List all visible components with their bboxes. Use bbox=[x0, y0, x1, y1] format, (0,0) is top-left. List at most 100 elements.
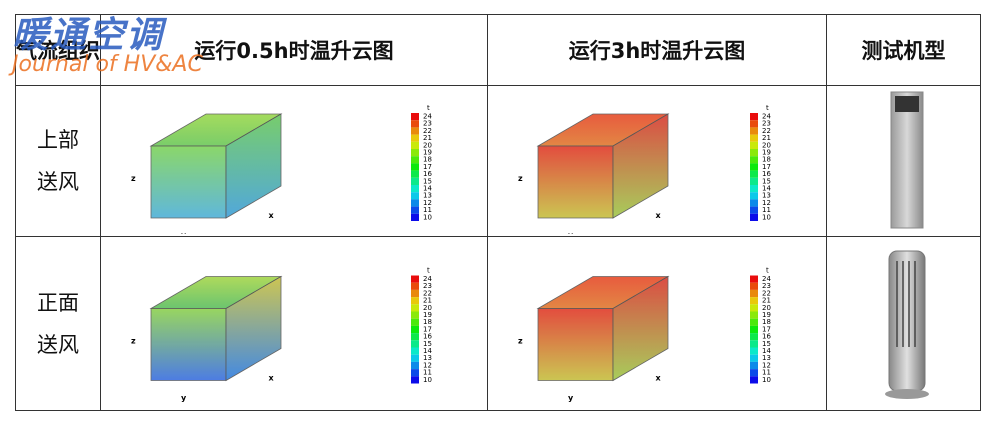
colorbar-cell bbox=[750, 354, 758, 362]
colorbar-cell bbox=[750, 127, 758, 135]
colorbar-cell bbox=[750, 275, 758, 283]
colorbar-tick: 20 bbox=[423, 141, 432, 149]
axis-label: z bbox=[131, 337, 136, 346]
colorbar-tick: 22 bbox=[762, 127, 771, 135]
colorbar-cell bbox=[750, 213, 758, 221]
colorbar-tick: 12 bbox=[423, 199, 432, 207]
axis-label: z bbox=[518, 174, 523, 183]
colorbar-tick: 21 bbox=[762, 134, 771, 142]
colorbar-cell bbox=[411, 340, 419, 348]
colorbar-cell bbox=[411, 199, 419, 207]
colorbar-cell bbox=[411, 170, 419, 178]
axis-label: x bbox=[269, 374, 275, 383]
colorbar-tick: 15 bbox=[762, 177, 771, 185]
colorbar-cell bbox=[750, 340, 758, 348]
model-cell bbox=[826, 236, 981, 411]
colorbar-tick: 22 bbox=[423, 289, 432, 297]
header-cell: 气流组织 bbox=[15, 14, 101, 86]
colorbar-tick: 12 bbox=[423, 361, 432, 369]
header-cell: 运行0.5h时温升云图 bbox=[100, 14, 488, 86]
colorbar-tick: 19 bbox=[423, 149, 432, 157]
colorbar-tick: 23 bbox=[423, 282, 432, 290]
colorbar-cell bbox=[750, 361, 758, 370]
colorbar-cell bbox=[750, 206, 758, 214]
colorbar-cell bbox=[411, 333, 419, 341]
colorbar-cell bbox=[750, 192, 758, 200]
box-front bbox=[537, 145, 614, 219]
header-row: 气流组织 运行0.5h时温升云图 运行3h时温升云图 测试机型 bbox=[15, 14, 981, 86]
colorbar-tick: 11 bbox=[423, 206, 432, 214]
axis-label: z bbox=[131, 174, 136, 183]
colorbar-cell bbox=[411, 297, 419, 305]
colorbar-cell bbox=[411, 289, 419, 298]
row: 正面 送风 z y x t 24 23 22 21 20 19 18 17 16 15 14 13 12 11 10 … bbox=[15, 236, 981, 411]
colorbar-cell bbox=[750, 163, 758, 171]
colorbar-tick: 18 bbox=[762, 156, 771, 164]
colorbar-tick: 11 bbox=[762, 206, 771, 214]
colorbar-tick: 18 bbox=[423, 318, 432, 326]
colorbar-tick: 12 bbox=[762, 199, 771, 207]
colorbar-cell bbox=[411, 311, 419, 319]
box-side bbox=[612, 275, 669, 382]
colorbar-tick: 17 bbox=[423, 325, 432, 333]
model-cell bbox=[826, 85, 981, 237]
colorbar-cell bbox=[750, 185, 758, 193]
label-line: 送风 bbox=[37, 170, 79, 194]
colorbar-cell bbox=[750, 113, 758, 121]
colorbar-tick: 24 bbox=[423, 113, 432, 121]
colorbar-cell bbox=[411, 304, 419, 312]
colorbar-cell bbox=[411, 282, 419, 290]
colorbar-cell bbox=[750, 304, 758, 312]
box-front bbox=[537, 308, 614, 381]
colorbar-tick: 20 bbox=[423, 304, 432, 312]
colorbar-tick: 24 bbox=[762, 275, 771, 283]
header-cell: 运行3h时温升云图 bbox=[487, 14, 827, 86]
colorbar-cell bbox=[411, 213, 419, 221]
colorbar-tick: 17 bbox=[762, 163, 771, 171]
colorbar-tick: 22 bbox=[762, 289, 771, 297]
unit-grille bbox=[895, 261, 916, 347]
colorbar-tick: 22 bbox=[423, 127, 432, 135]
colorbar-cell bbox=[411, 177, 419, 185]
row-label: 上部 送风 bbox=[15, 85, 101, 237]
box-side bbox=[612, 113, 669, 219]
colorbar-cell bbox=[750, 177, 758, 185]
unit-body bbox=[888, 250, 925, 392]
colorbar-tick: 11 bbox=[762, 369, 771, 377]
header-cell: 测试机型 bbox=[826, 14, 981, 86]
label-line: 上部 bbox=[37, 128, 79, 152]
colorbar-tick: 23 bbox=[423, 120, 432, 128]
colorbar-tick: 21 bbox=[762, 297, 771, 305]
colorbar-tick: 14 bbox=[762, 185, 771, 193]
colorbar-tick: 16 bbox=[762, 170, 771, 178]
colorbar-title: t bbox=[766, 104, 769, 112]
colorbar-cell bbox=[411, 127, 419, 135]
colorbar-tick: 23 bbox=[762, 282, 771, 290]
colorbar-cell bbox=[750, 282, 758, 290]
box-side bbox=[225, 113, 282, 219]
colorbar-title: t bbox=[766, 267, 769, 275]
colorbar-tick: 11 bbox=[423, 369, 432, 377]
colorbar-tick: 16 bbox=[762, 333, 771, 341]
colorbar-tick: 13 bbox=[762, 192, 771, 200]
colorbar-cell bbox=[411, 134, 419, 142]
model-image bbox=[890, 91, 923, 229]
colorbar-cell bbox=[411, 192, 419, 200]
colorbar-tick: 10 bbox=[762, 376, 771, 384]
box-front bbox=[150, 308, 227, 381]
colorbar-tick: 20 bbox=[762, 141, 771, 149]
colorbar-tick: 12 bbox=[762, 361, 771, 369]
box-side bbox=[225, 275, 282, 382]
colorbar-tick: 16 bbox=[423, 333, 432, 341]
colorbar-cell bbox=[750, 156, 758, 164]
colorbar-tick: 17 bbox=[423, 163, 432, 171]
colorbar-cell bbox=[411, 361, 419, 370]
colorbar-cell bbox=[411, 149, 419, 157]
colorbar-tick: 24 bbox=[762, 113, 771, 121]
